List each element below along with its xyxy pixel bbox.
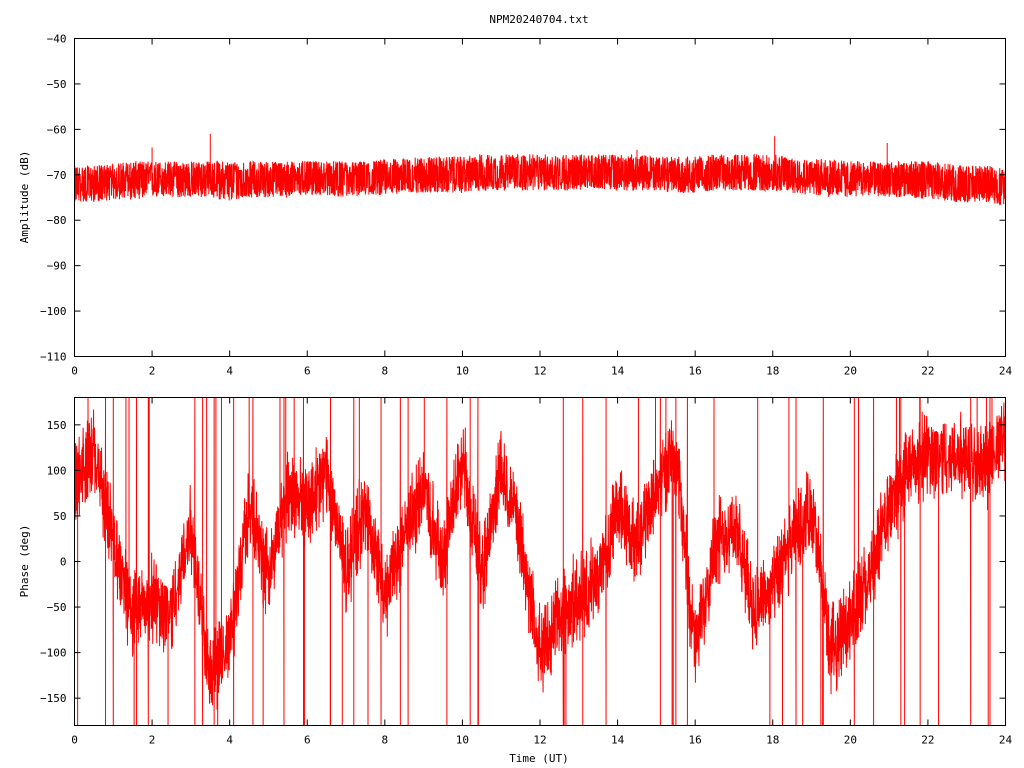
phase-x-tick-label: 8 bbox=[382, 734, 389, 747]
phase-x-tick-label: 20 bbox=[844, 734, 857, 747]
phase-y-tick-label: 100 bbox=[47, 464, 67, 477]
phase-x-ticks: 0 2 4 6 8 10 12 14 16 18 20 22 24 bbox=[71, 397, 1013, 747]
phase-y-axis-label: Phase (deg) bbox=[18, 525, 31, 598]
phase-x-tick-label: 2 bbox=[149, 734, 156, 747]
phase-x-tick-label: 14 bbox=[611, 734, 625, 747]
amplitude-x-tick-label: 22 bbox=[921, 365, 934, 378]
amplitude-x-ticks: 0 2 4 6 8 10 12 14 16 18 20 22 24 bbox=[71, 38, 1013, 378]
amplitude-x-tick-label: 0 bbox=[71, 365, 78, 378]
phase-x-tick-label: 0 bbox=[71, 734, 78, 747]
amplitude-y-tick-label: −50 bbox=[47, 78, 67, 91]
phase-y-tick-label: 150 bbox=[47, 419, 67, 432]
amplitude-y-tick-label: −100 bbox=[40, 305, 67, 318]
phase-trace bbox=[74, 397, 1006, 726]
phase-x-tick-label: 24 bbox=[999, 734, 1013, 747]
amplitude-y-ticks: −110 −100 −90 −80 −70 −60 −50 −40 bbox=[40, 33, 1006, 364]
amplitude-x-tick-label: 18 bbox=[766, 365, 779, 378]
amplitude-x-tick-label: 8 bbox=[382, 365, 389, 378]
amplitude-y-tick-label: −40 bbox=[47, 33, 67, 46]
phase-y-tick-label: −100 bbox=[40, 647, 67, 660]
amplitude-y-tick-label: −60 bbox=[47, 123, 67, 136]
phase-y-ticks: −150 −100 −50 0 50 100 150 bbox=[40, 419, 1006, 705]
amplitude-trace bbox=[74, 133, 1006, 206]
amplitude-x-tick-label: 10 bbox=[456, 365, 469, 378]
phase-y-tick-label: −150 bbox=[40, 692, 67, 705]
amplitude-y-axis-label: Amplitude (dB) bbox=[18, 151, 31, 244]
amplitude-x-tick-label: 2 bbox=[149, 365, 156, 378]
phase-x-tick-label: 6 bbox=[304, 734, 311, 747]
phase-y-tick-label: −50 bbox=[47, 601, 67, 614]
amplitude-y-tick-label: −80 bbox=[47, 214, 67, 227]
amplitude-y-tick-label: −110 bbox=[40, 351, 67, 364]
phase-x-tick-label: 4 bbox=[226, 734, 233, 747]
phase-x-tick-label: 22 bbox=[921, 734, 934, 747]
phase-panel: 0 2 4 6 8 10 12 14 16 18 20 22 24 −150−100−500501001… bbox=[18, 397, 1013, 765]
phase-x-axis-label: Time (UT) bbox=[509, 752, 569, 765]
amplitude-x-tick-label: 20 bbox=[844, 365, 857, 378]
phase-x-tick-label: 16 bbox=[689, 734, 702, 747]
amplitude-x-tick-label: 6 bbox=[304, 365, 311, 378]
amplitude-panel: 0 2 4 6 8 10 12 14 16 18 20 22 24 −110−100−90−80−70−… bbox=[18, 33, 1012, 378]
phase-y-tick-label: 50 bbox=[53, 510, 66, 523]
chart-title: NPM20240704.txt bbox=[489, 13, 588, 26]
phase-x-tick-label: 18 bbox=[766, 734, 779, 747]
amplitude-y-tick-label: −90 bbox=[47, 260, 67, 273]
phase-x-tick-label: 10 bbox=[456, 734, 469, 747]
amplitude-x-tick-label: 4 bbox=[226, 365, 233, 378]
amplitude-x-tick-label: 12 bbox=[533, 365, 546, 378]
phase-y-tick-label: 0 bbox=[60, 556, 67, 569]
amplitude-x-tick-label: 16 bbox=[689, 365, 702, 378]
amplitude-y-tick-label: −70 bbox=[47, 169, 67, 182]
phase-x-tick-label: 12 bbox=[533, 734, 546, 747]
amplitude-x-tick-label: 14 bbox=[611, 365, 625, 378]
amplitude-x-tick-label: 24 bbox=[999, 365, 1013, 378]
